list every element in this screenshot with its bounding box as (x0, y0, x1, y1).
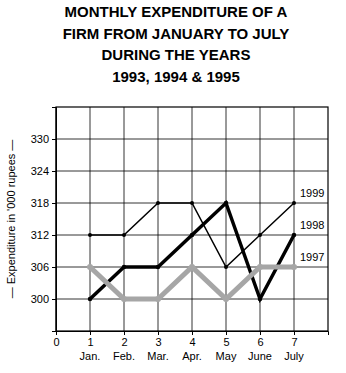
plot-frame (56, 107, 328, 331)
y-axis-line (52, 108, 57, 332)
y-tick-mark (52, 171, 56, 172)
x-tick-mark (294, 331, 295, 335)
y-tick-label: 330 (31, 133, 49, 145)
y-tick: 300 (31, 293, 56, 305)
x-tick-label: 2 (121, 336, 127, 348)
x-tick: 4 (189, 331, 195, 348)
series-line (90, 267, 294, 299)
series-point (155, 296, 161, 302)
x-tick-label: 7 (291, 336, 297, 348)
series-point (258, 297, 263, 302)
y-tick-label: 318 (31, 197, 49, 209)
series-point (224, 265, 228, 269)
y-tick: 318 (31, 197, 56, 209)
title: MONTHLY EXPENDITURE OF A FIRM FROM JANUAR… (63, 3, 290, 85)
category-label: Apr. (182, 350, 202, 362)
y-tick: 330 (31, 133, 56, 145)
x-tick: 3 (155, 331, 161, 348)
series-label: 1998 (300, 219, 324, 231)
series-group (87, 201, 297, 302)
title-line: 1993, 1994 & 1995 (112, 68, 240, 85)
series-point (87, 264, 93, 270)
category-labels: Jan. Feb. Mar. Apr. May June July (80, 350, 305, 362)
y-axis: 300 306 312 318 324 330 (31, 108, 57, 332)
chart-svg: MONTHLY EXPENDITURE OF A FIRM FROM JANUAR… (0, 0, 346, 373)
y-tick-mark (52, 267, 56, 268)
title-line: FIRM FROM JANUARY TO JULY (63, 25, 290, 42)
category-label: Feb. (113, 350, 135, 362)
series-line (90, 203, 294, 299)
title-line: MONTHLY EXPENDITURE OF A (65, 3, 288, 20)
y-tick-mark (52, 299, 56, 300)
y-tick-mark (52, 203, 56, 204)
series-label: 1997 (300, 251, 324, 263)
series-point (88, 233, 92, 237)
x-tick-mark (260, 331, 261, 335)
x-tick: 5 (223, 331, 229, 348)
series-point (291, 264, 297, 270)
series-point (292, 201, 296, 205)
x-tick-label: 1 (87, 336, 93, 348)
x-tick: 0 (53, 331, 59, 348)
series-point (257, 264, 263, 270)
series-point (121, 296, 127, 302)
category-label: Mar. (147, 350, 168, 362)
y-tick-mark (52, 139, 56, 140)
x-tick: 1 (87, 331, 93, 348)
series-point (189, 264, 195, 270)
y-tick: 312 (31, 229, 56, 241)
y-tick-mark (52, 235, 56, 236)
y-tick: 324 (31, 165, 56, 177)
x-tick-mark (124, 331, 125, 335)
series-label: 1999 (300, 187, 324, 199)
x-axis: 0 1 2 3 4 5 6 7 (53, 331, 328, 348)
x-tick-label: 5 (223, 336, 229, 348)
x-tick: 2 (121, 331, 127, 348)
y-tick-label: 312 (31, 229, 49, 241)
x-tick-label: 0 (53, 336, 59, 348)
series-point (122, 265, 127, 270)
y-tick-label: 300 (31, 293, 49, 305)
series-point (190, 201, 194, 205)
category-label: June (248, 350, 272, 362)
title-line: DURING THE YEARS (102, 46, 251, 63)
x-tick: 7 (291, 331, 297, 348)
series-point (88, 297, 93, 302)
category-label: July (284, 350, 304, 362)
series-point (156, 265, 161, 270)
series-point (122, 233, 126, 237)
y-tick: 306 (31, 261, 56, 273)
x-axis-line (57, 332, 329, 336)
category-label: Jan. (80, 350, 101, 362)
x-tick-label: 6 (257, 336, 263, 348)
y-tick-label: 306 (31, 261, 49, 273)
x-tick-mark (192, 331, 193, 335)
series-point (292, 233, 297, 238)
series-point (224, 201, 229, 206)
series-point (223, 296, 229, 302)
series-point (258, 233, 262, 237)
category-label: May (216, 350, 237, 362)
x-tick-mark (90, 331, 91, 335)
y-axis-title: — Expenditure in '000 rupees — (5, 140, 17, 299)
chart-container: MONTHLY EXPENDITURE OF A FIRM FROM JANUAR… (0, 0, 346, 373)
series-point (190, 233, 195, 238)
x-tick-label: 3 (155, 336, 161, 348)
series-labels: 1999 1998 1997 (300, 187, 324, 263)
series-line (90, 203, 294, 267)
y-tick-label: 324 (31, 165, 49, 177)
grid-line-x (294, 107, 295, 331)
grid (56, 107, 328, 331)
x-tick-label: 4 (189, 336, 195, 348)
x-tick-mark (158, 331, 159, 335)
series-point (156, 201, 160, 205)
grid-line-x (192, 107, 193, 331)
x-tick: 6 (257, 331, 263, 348)
x-tick-mark (226, 331, 227, 335)
